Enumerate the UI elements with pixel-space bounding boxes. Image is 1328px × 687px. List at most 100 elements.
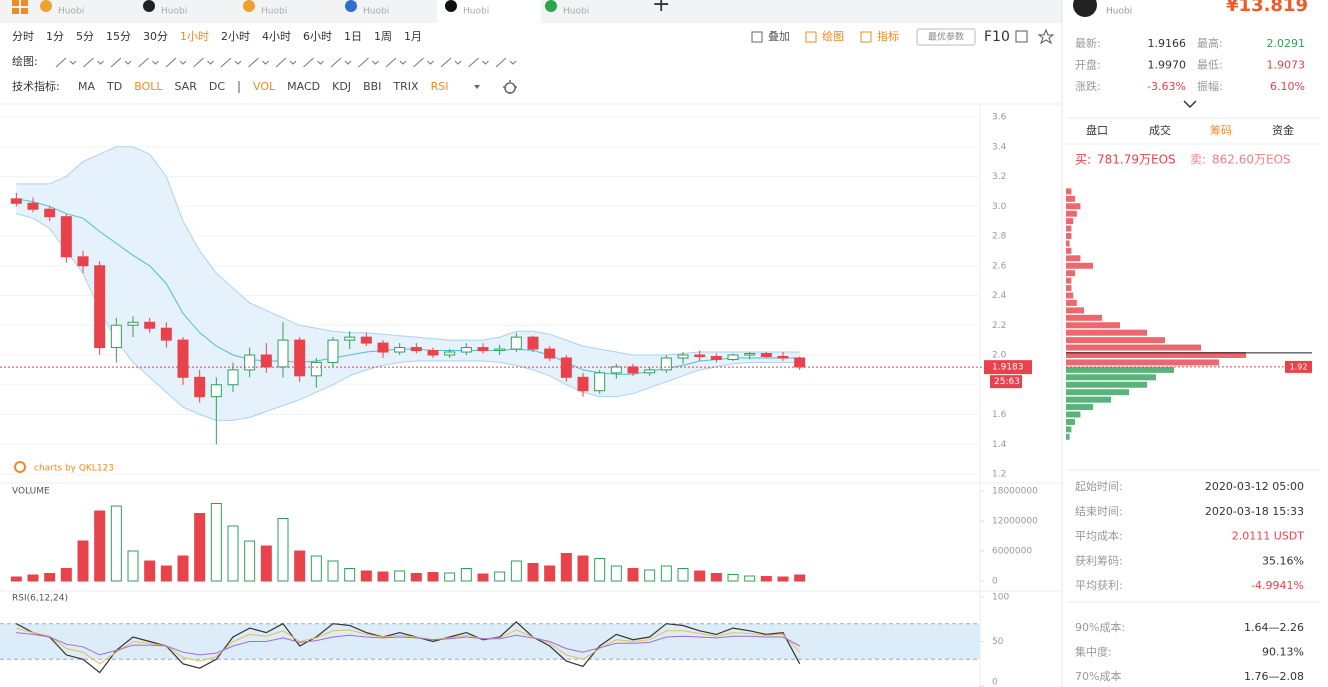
chip-bar bbox=[1066, 329, 1147, 336]
tab-icon[interactable] bbox=[445, 0, 457, 12]
tool-button[interactable]: 叠加 bbox=[768, 30, 790, 43]
interval-button[interactable]: 6小时 bbox=[303, 30, 332, 43]
interval-button[interactable]: 4小时 bbox=[262, 30, 291, 43]
draw-tool[interactable] bbox=[413, 57, 434, 68]
indicator-button[interactable]: SAR bbox=[175, 80, 198, 93]
stat-value: 1.9970 bbox=[1148, 59, 1187, 72]
interval-button[interactable]: 1小时 bbox=[180, 30, 209, 43]
summary-value: 2020-03-12 05:00 bbox=[1205, 480, 1304, 493]
fullscreen-icon[interactable] bbox=[1015, 30, 1028, 43]
panel-tab[interactable]: 资金 bbox=[1272, 123, 1294, 137]
draw-tool[interactable] bbox=[110, 57, 132, 68]
draw-tool[interactable] bbox=[83, 57, 104, 68]
stat-label: 开盘: bbox=[1075, 58, 1101, 72]
draw-tool[interactable] bbox=[440, 57, 462, 68]
draw-tool[interactable] bbox=[275, 57, 297, 68]
draw-tool[interactable] bbox=[248, 57, 269, 68]
indicator-button[interactable]: RSI bbox=[431, 80, 449, 93]
draw-tool[interactable] bbox=[138, 57, 159, 68]
tab-icon[interactable] bbox=[143, 0, 155, 12]
draw-tool[interactable] bbox=[165, 57, 187, 68]
indicator-button[interactable]: TRIX bbox=[392, 80, 419, 93]
interval-button[interactable]: 分时 bbox=[12, 30, 34, 43]
favorite-icon[interactable] bbox=[1037, 28, 1055, 45]
volume-bar bbox=[460, 568, 472, 582]
volume-bar bbox=[627, 568, 639, 582]
tab-icon[interactable] bbox=[40, 0, 52, 12]
volume-bar bbox=[10, 576, 22, 582]
icon-part bbox=[21, 0, 28, 6]
range-value: 1.76—2.08 bbox=[1244, 670, 1304, 683]
icon-part bbox=[21, 8, 28, 14]
interval-button[interactable]: 2小时 bbox=[221, 30, 250, 43]
draw-tool[interactable] bbox=[495, 57, 517, 68]
interval-button[interactable]: 15分 bbox=[106, 30, 131, 43]
chip-bar bbox=[1066, 314, 1102, 321]
chip-bar bbox=[1066, 225, 1072, 232]
indicator-button[interactable]: BBI bbox=[363, 80, 381, 93]
candle-body bbox=[110, 324, 122, 349]
indicator-button[interactable]: VOL bbox=[253, 80, 276, 93]
dropdown-icon[interactable] bbox=[474, 85, 480, 89]
indicator-button[interactable]: MACD bbox=[287, 80, 320, 93]
draw-tool[interactable] bbox=[468, 57, 489, 68]
interval-button[interactable]: 1月 bbox=[404, 30, 422, 43]
y-tick-label: 1.2 bbox=[992, 470, 1006, 480]
panel-tab[interactable]: 筹码 bbox=[1210, 123, 1232, 137]
interval-button[interactable]: 1周 bbox=[374, 30, 392, 43]
tab-icon[interactable] bbox=[545, 0, 557, 12]
draw-tool[interactable] bbox=[385, 57, 407, 68]
interval-button[interactable]: 5分 bbox=[76, 30, 94, 43]
expand-chevron[interactable] bbox=[1183, 100, 1197, 109]
volume-bar bbox=[110, 505, 122, 582]
tab-icon[interactable] bbox=[243, 0, 255, 12]
candle-body bbox=[277, 339, 289, 368]
f10-button[interactable]: F10 bbox=[984, 29, 1010, 45]
candle-body bbox=[527, 336, 539, 350]
indicator-button[interactable]: BOLL bbox=[134, 80, 163, 93]
draw-tool[interactable] bbox=[55, 57, 77, 68]
tool-button[interactable]: 指标 bbox=[877, 29, 899, 43]
candle-body bbox=[444, 351, 456, 356]
interval-button[interactable]: 30分 bbox=[143, 30, 168, 43]
tab-exchange: Huobi bbox=[363, 7, 389, 17]
optimal-button[interactable]: 最优参数 bbox=[928, 31, 964, 43]
chip-bar bbox=[1066, 203, 1081, 210]
indicator-button[interactable]: TD bbox=[106, 80, 122, 93]
volume-bar bbox=[127, 550, 139, 582]
range-label: 70%成本 bbox=[1075, 669, 1121, 683]
candle-body bbox=[427, 350, 439, 356]
draw-tool[interactable] bbox=[193, 57, 214, 68]
draw-tool[interactable] bbox=[358, 57, 379, 68]
y-tick-label: 0 bbox=[992, 577, 998, 587]
stat-value: 6.10% bbox=[1270, 80, 1305, 93]
volume-bar bbox=[544, 565, 556, 582]
indicator-button[interactable]: DC bbox=[209, 80, 225, 93]
interval-button[interactable]: 1分 bbox=[46, 30, 64, 43]
candle-body bbox=[744, 353, 756, 356]
chip-bar bbox=[1066, 233, 1072, 239]
y-tick-label: 0 bbox=[992, 678, 998, 687]
volume-bar bbox=[244, 540, 256, 582]
y-tick-label: 18000000 bbox=[992, 487, 1038, 497]
settings-icon[interactable] bbox=[503, 80, 517, 94]
draw-tool[interactable] bbox=[330, 57, 352, 68]
tab-icon[interactable] bbox=[345, 0, 357, 12]
app-grid-icon[interactable] bbox=[12, 0, 28, 14]
volume-bar bbox=[794, 574, 806, 582]
volume-bar bbox=[727, 574, 739, 582]
interval-button[interactable]: 1日 bbox=[344, 30, 362, 43]
draw-tool[interactable] bbox=[303, 57, 324, 68]
draw-label: 绘图: bbox=[12, 54, 38, 68]
draw-tool[interactable] bbox=[220, 57, 242, 68]
indicator-button[interactable]: MA bbox=[78, 80, 95, 93]
panel-tab[interactable]: 成交 bbox=[1149, 123, 1171, 137]
volume-bar bbox=[410, 573, 422, 582]
panel-tab[interactable]: 盘口 bbox=[1086, 123, 1108, 137]
chip-bar bbox=[1066, 396, 1111, 403]
tool-button[interactable]: 绘图 bbox=[822, 29, 844, 43]
add-tab[interactable]: + bbox=[652, 0, 670, 17]
indicator-button[interactable]: KDJ bbox=[332, 80, 351, 93]
last-price-label: 1.9183 bbox=[992, 363, 1024, 373]
